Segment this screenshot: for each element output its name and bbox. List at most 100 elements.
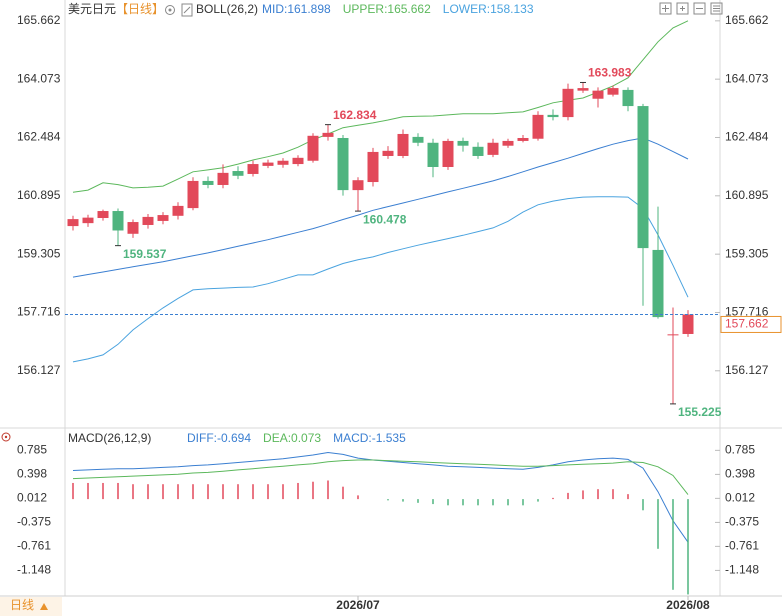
candle-body [232, 171, 244, 176]
extreme-label: 162.834 [333, 108, 377, 122]
y-tick-label-right: -1.148 [725, 563, 759, 577]
y-tick-label-left: 0.012 [17, 491, 47, 505]
last-price-box [720, 315, 782, 333]
candle-body [547, 114, 559, 118]
candle-body [277, 160, 289, 165]
candle-body [442, 140, 454, 167]
candle-body [472, 146, 484, 156]
candle-body [622, 89, 634, 107]
chart-subtitle[interactable]: 【日线】 [116, 2, 164, 16]
y-tick-label-left: 160.895 [17, 188, 61, 202]
candle-body [337, 137, 349, 191]
candle-body [352, 180, 364, 191]
y-tick-label-right: 162.484 [725, 130, 769, 144]
x-tick-label: 2026/07 [336, 598, 380, 612]
y-tick-label-left: -1.148 [17, 563, 51, 577]
chart-title: 美元日元 [68, 2, 116, 16]
boll-line [72, 196, 689, 363]
candle-body [517, 137, 529, 141]
legend-label: MID:161.898 [262, 2, 331, 16]
y-tick-label-left: 164.073 [17, 71, 61, 85]
legend-label: LOWER:158.133 [443, 2, 534, 16]
extreme-label: 159.537 [123, 247, 167, 261]
extreme-label: 160.478 [363, 212, 407, 226]
y-tick-label-right: 165.662 [725, 13, 769, 27]
y-tick-label-left: 159.305 [17, 246, 61, 260]
period-label[interactable]: 日线 [10, 598, 34, 612]
last-price-label: 157.662 [725, 317, 769, 331]
y-tick-label-right: 156.127 [725, 363, 769, 377]
y-tick-label-left: -0.761 [17, 539, 51, 553]
y-tick-label-right: 157.716 [725, 305, 769, 319]
candle-body [427, 142, 439, 167]
candle-body [412, 136, 424, 143]
boll-line [72, 137, 689, 278]
legend-label: DIFF:-0.694 [187, 431, 251, 445]
candle-body [172, 205, 184, 216]
candle-body [157, 215, 169, 221]
y-tick-label-left: 162.484 [17, 130, 61, 144]
candle-body [652, 249, 664, 318]
legend-label: UPPER:165.662 [343, 2, 431, 16]
candle-body [682, 314, 694, 334]
extreme-label: 163.983 [588, 66, 632, 80]
toolbar[interactable] [659, 2, 723, 15]
candle-body [247, 164, 259, 174]
legend-label: DEA:0.073 [263, 431, 321, 445]
candle-body [667, 334, 679, 336]
y-tick-label-right: 0.785 [725, 443, 755, 457]
candle-body [457, 140, 469, 146]
candle-body [127, 222, 139, 234]
y-tick-label-right: 159.305 [725, 246, 769, 260]
candle-body [217, 172, 229, 185]
y-tick-label-left: 0.398 [17, 467, 47, 481]
candle-body [637, 106, 649, 249]
x-tick-label: 2026/08 [666, 598, 710, 612]
candle-body [142, 216, 154, 225]
extreme-label: 155.225 [678, 405, 722, 419]
period-button[interactable] [0, 597, 62, 616]
settings-icon[interactable] [165, 5, 175, 15]
candle-body [187, 180, 199, 209]
y-tick-label-left: 156.127 [17, 363, 61, 377]
macd-icon[interactable] [1, 432, 11, 442]
indicator-icon[interactable] [181, 3, 193, 17]
boll-line [72, 20, 689, 193]
candle-body [82, 217, 94, 224]
legend-label: MACD:-1.535 [333, 431, 406, 445]
candle-body [562, 88, 574, 118]
candle-body [592, 90, 604, 99]
candle-body [367, 151, 379, 183]
y-tick-label-left: -0.375 [17, 515, 51, 529]
candle-body [97, 211, 109, 219]
y-tick-label-right: 0.012 [725, 491, 755, 505]
candle-body [112, 211, 124, 231]
candle-body [307, 135, 319, 161]
y-tick-label-left: 0.785 [17, 443, 47, 457]
macd-line [72, 459, 689, 495]
candle-body [532, 114, 544, 139]
macd-title: MACD(26,12,9) [68, 431, 151, 445]
candle-body [382, 150, 394, 156]
candle-body [292, 157, 304, 165]
candle-body [607, 88, 619, 95]
candle-body [67, 219, 79, 227]
y-tick-label-right: -0.375 [725, 515, 759, 529]
y-tick-label-right: 164.073 [725, 71, 769, 85]
candle-body [577, 88, 589, 91]
y-tick-label-left: 165.662 [17, 13, 61, 27]
candle-body [397, 133, 409, 156]
y-tick-label-right: 0.398 [725, 467, 755, 481]
y-tick-label-right: 160.895 [725, 188, 769, 202]
period-arrow[interactable] [40, 603, 48, 610]
y-tick-label-right: -0.761 [725, 539, 759, 553]
candle-body [502, 140, 514, 146]
candle-body [262, 162, 274, 166]
candle-body [487, 142, 499, 155]
indicator-name: BOLL(26,2) [196, 2, 258, 16]
candle-body [322, 132, 334, 137]
candle-body [202, 180, 214, 185]
